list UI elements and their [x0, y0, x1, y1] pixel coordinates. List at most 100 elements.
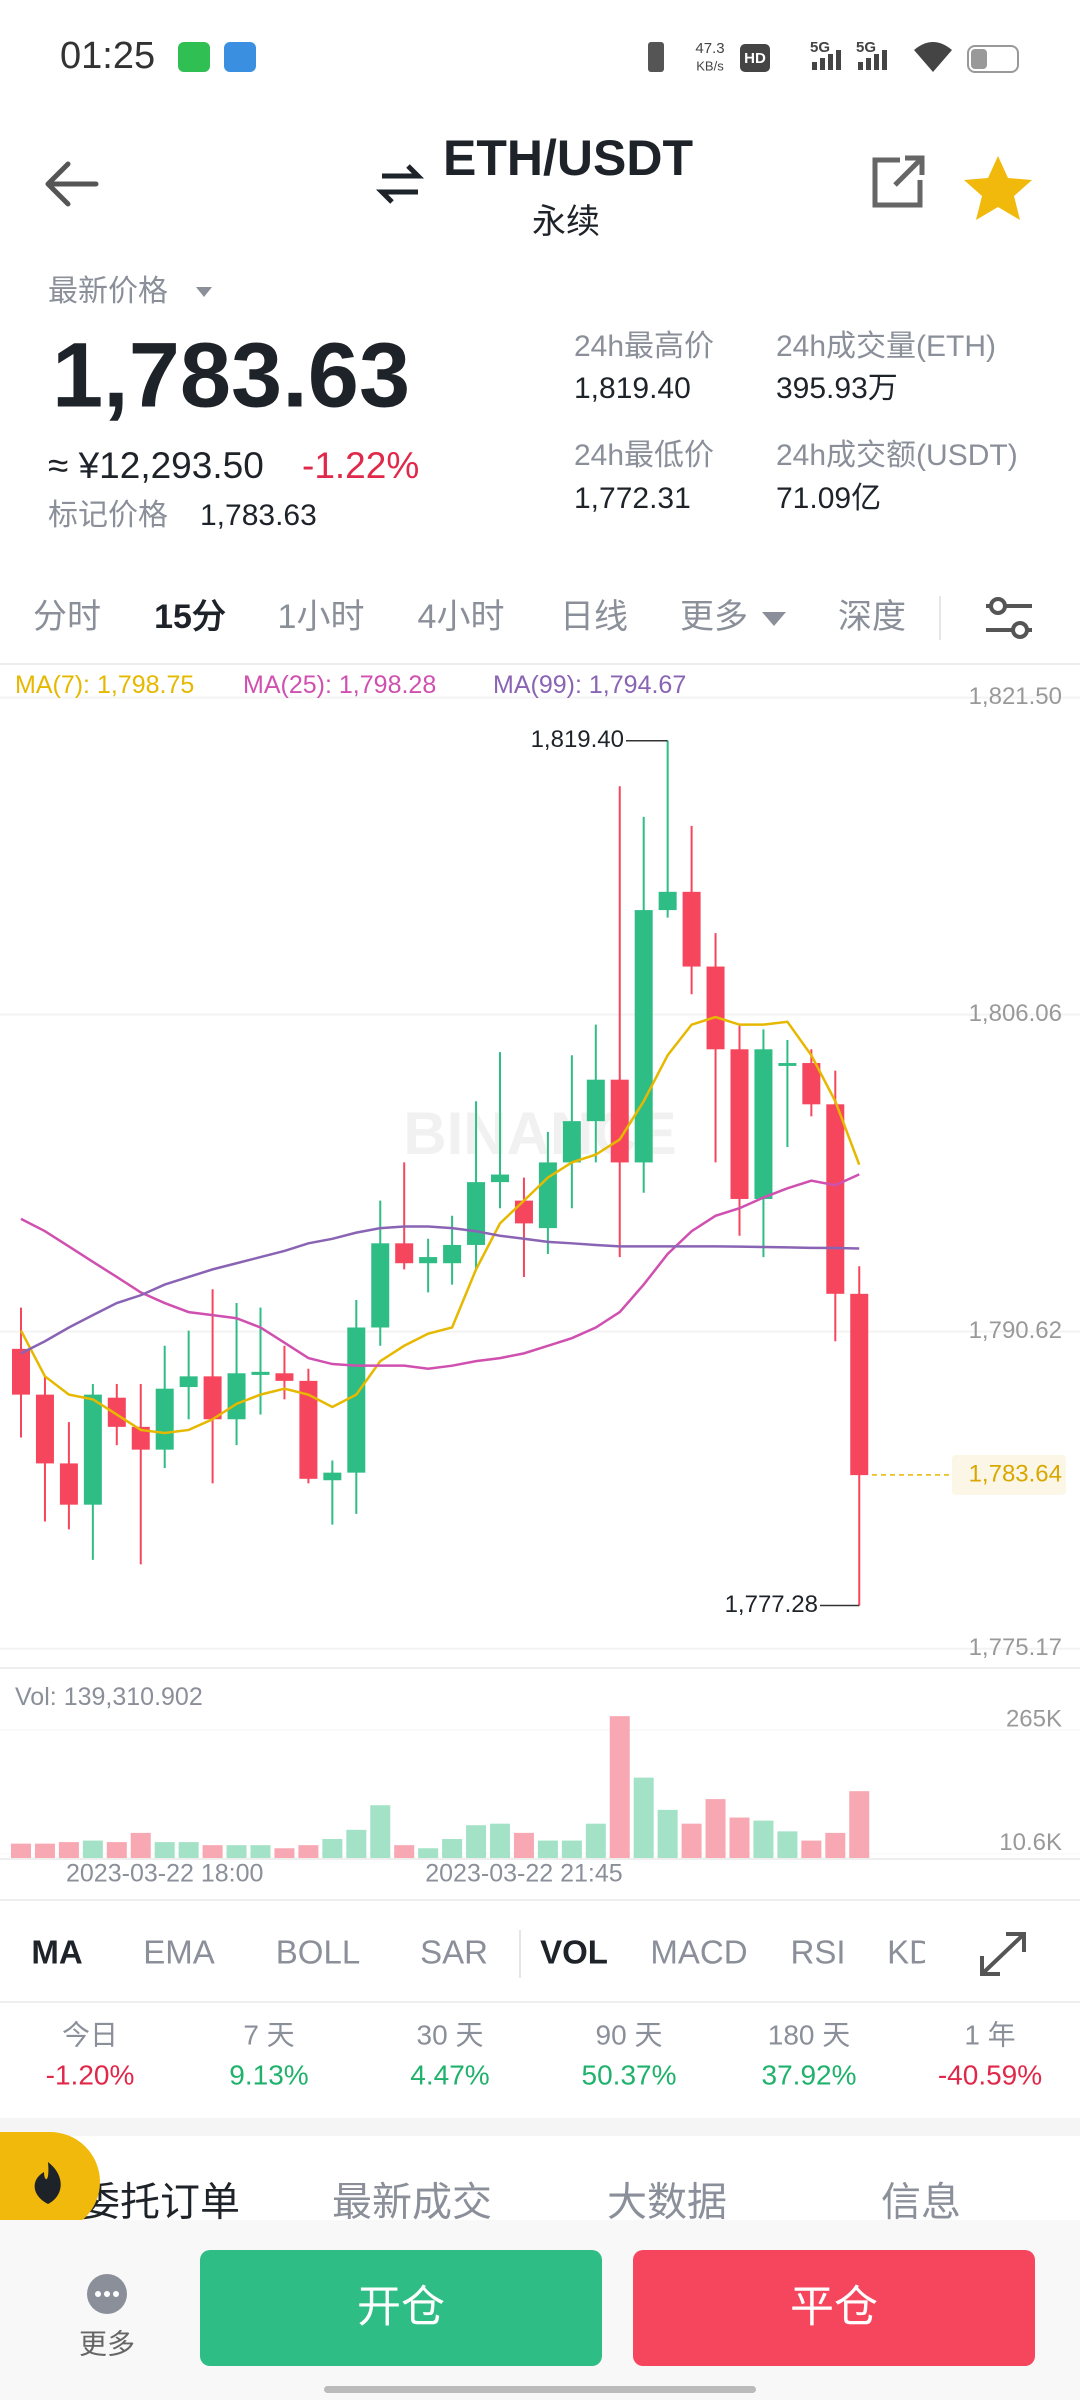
fullscreen-button[interactable] [980, 1932, 1026, 1976]
candle-body [371, 1243, 390, 1328]
candle-body [682, 891, 701, 967]
ma-line [20, 1225, 860, 1355]
section-gap [0, 2118, 1080, 2136]
timeframe-tab[interactable]: 日线 [560, 598, 628, 636]
signal-1 [812, 50, 841, 70]
close-button[interactable] [633, 2250, 1035, 2366]
ma-legend: MA(99): 1,794.67 [493, 671, 686, 699]
candle-body [59, 1463, 78, 1505]
return-value: 37.92% [762, 2059, 857, 2090]
candle-body [155, 1388, 174, 1450]
timeframe-tab[interactable]: 1小时 [278, 598, 365, 636]
candle-body [514, 1200, 533, 1224]
return-period: 今日 [62, 2019, 118, 2050]
return-period: 30 天 [417, 2019, 484, 2050]
candlestick-chart: BINANCE 1,821.50 1,806.06 1,790.62 1,775.17 M… [0, 671, 1080, 1888]
volume-bar [729, 1817, 750, 1859]
volume-tick-label: 10.6K [999, 1829, 1062, 1856]
volume-bar [513, 1832, 534, 1859]
indicator-tabs: MA EMA BOLL SAR VOL MACD RSI KD [31, 1925, 965, 1985]
return-period: 90 天 [596, 2019, 663, 2050]
volume-bar [154, 1842, 175, 1859]
ma-legend-value: 1,798.75 [97, 671, 194, 699]
candle-body [538, 1162, 557, 1229]
more-label[interactable]: 更多 [79, 2328, 135, 2359]
candle-body [610, 1079, 629, 1163]
price-dropdown[interactable] [196, 287, 212, 297]
ma-line [19, 1015, 861, 1435]
net-speed-unit: KB/s [696, 58, 724, 73]
high-label: 1,819.40 [531, 726, 624, 753]
return-value: -1.20% [46, 2059, 135, 2090]
volume-bar [346, 1829, 367, 1859]
indicator-tab[interactable]: EMA [143, 1934, 215, 1971]
volume-bar [394, 1845, 415, 1859]
chart-settings[interactable] [986, 597, 1032, 639]
ma-legend: MA(25): 1,798.28 [243, 671, 436, 699]
swap-icon[interactable] [375, 164, 425, 204]
more-dots [95, 2291, 119, 2297]
timeframe-tab[interactable]: 分时 [33, 598, 101, 636]
hd-badge [740, 44, 770, 72]
more-dropdown[interactable] [762, 612, 786, 626]
share-button[interactable] [872, 155, 925, 208]
ma-legend: MA(7): 1,798.75 [15, 671, 194, 699]
indicator-tab[interactable]: BOLL [276, 1934, 360, 1971]
back-button[interactable] [45, 161, 99, 207]
pair-subtitle: 永续 [532, 203, 600, 241]
indicator-tab[interactable]: MACD [650, 1934, 747, 1971]
candle-body [35, 1394, 54, 1464]
open-button-label[interactable]: 开仓 [357, 2283, 445, 2332]
volume-bar [202, 1845, 223, 1859]
volume-bar [106, 1842, 127, 1859]
info-tab[interactable]: 信息 [881, 2181, 961, 2225]
price-change: -1.22% [302, 445, 419, 486]
volume-bar [418, 1848, 439, 1859]
timeframe-tab[interactable]: 深度 [838, 598, 906, 636]
x-tick-label: 2023-03-22 18:00 [66, 1860, 263, 1888]
volume-bar [82, 1840, 103, 1859]
candle-body [419, 1257, 438, 1264]
favorite-star[interactable] [964, 156, 1032, 220]
indicator-tab[interactable]: MA [31, 1934, 82, 1971]
stat-label: 24h成交量(ETH) [776, 330, 996, 363]
volume-bar [130, 1832, 151, 1859]
ma-legend-value: 1,798.28 [339, 671, 436, 699]
volume-bar [11, 1843, 31, 1859]
tab-fade [925, 1925, 965, 1985]
timeframe-tab[interactable]: 15分 [154, 598, 226, 636]
indicator-tab[interactable]: VOL [540, 1934, 608, 1971]
candle-body [12, 1348, 30, 1395]
volume-bar [633, 1777, 654, 1859]
candle-body [347, 1327, 366, 1473]
candle-body [491, 1174, 509, 1183]
timeframe-tab[interactable]: 更多 [680, 598, 748, 636]
indicator-tab[interactable]: SAR [420, 1934, 488, 1971]
watermark: BINANCE [403, 1100, 676, 1167]
candle-body [227, 1373, 246, 1420]
stat-label: 24h最高价 [574, 330, 714, 363]
candle-body [203, 1376, 222, 1420]
last-price-label: 1,783.64 [969, 1460, 1062, 1487]
close-button-label[interactable]: 平仓 [790, 2283, 878, 2332]
ma-legend-name: MA(99): [493, 671, 582, 699]
open-button[interactable] [200, 2250, 602, 2366]
volume-bar [250, 1845, 271, 1859]
volume-bar [825, 1832, 846, 1859]
volume-bar [801, 1840, 822, 1859]
indicator-tab[interactable]: RSI [790, 1934, 845, 1971]
timeframe-tab[interactable]: 4小时 [418, 598, 505, 636]
info-tab[interactable]: 委托订单 [80, 2181, 240, 2225]
info-tab[interactable]: 大数据 [607, 2181, 727, 2225]
volume-bar [34, 1843, 55, 1859]
net-speed: 47.3 [695, 40, 724, 57]
info-tab[interactable]: 最新成交 [332, 2181, 492, 2225]
candle-body [802, 1063, 821, 1105]
candle-body [179, 1376, 198, 1388]
candle-body [107, 1397, 126, 1427]
volume-bar [657, 1809, 678, 1859]
wechat-icon [178, 42, 210, 72]
wifi-icon [914, 42, 952, 72]
